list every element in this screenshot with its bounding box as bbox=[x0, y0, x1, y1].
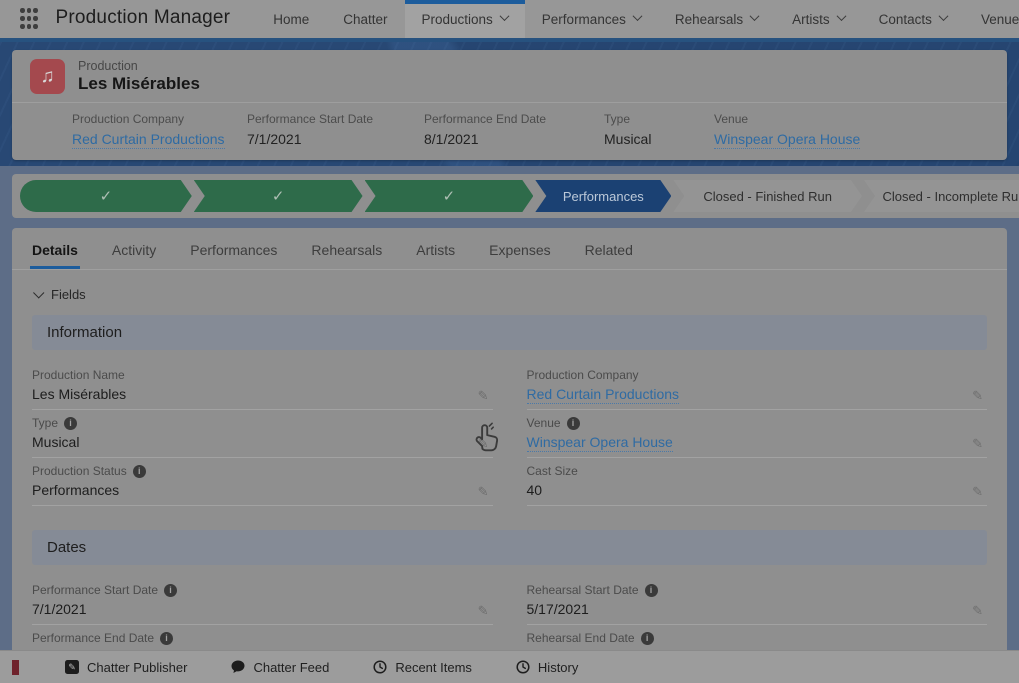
record-entity-label: Production bbox=[78, 59, 138, 73]
field-performance-start-date: Performance Start Date i 7/1/2021 ✎ bbox=[32, 577, 493, 625]
record-header-band: ♫ Production Les Misérables Production C… bbox=[0, 38, 1019, 166]
clock-icon bbox=[516, 660, 530, 674]
info-icon[interactable]: i bbox=[132, 464, 146, 478]
info-icon[interactable]: i bbox=[164, 583, 178, 597]
tab-related[interactable]: Related bbox=[584, 242, 633, 258]
check-icon: ✓ bbox=[442, 188, 456, 205]
app-name: Production Manager bbox=[55, 7, 231, 28]
path-track: ✓ ✓ ✓ Performances Closed - Finished Run… bbox=[20, 180, 1019, 212]
venue-link[interactable]: Winspear Opera House bbox=[526, 434, 673, 452]
pencil-square-icon: ✎ bbox=[65, 660, 79, 674]
app-launcher-icon[interactable] bbox=[20, 8, 38, 30]
info-icon[interactable]: i bbox=[644, 583, 658, 597]
utility-recent-items[interactable]: Recent Items bbox=[373, 660, 472, 675]
utility-history[interactable]: History bbox=[516, 660, 578, 675]
highlights-panel: Production Company Red Curtain Productio… bbox=[12, 102, 1007, 149]
highlight-type: Type Musical bbox=[604, 112, 652, 147]
field-venue: Venue i Winspear Opera House ✎ bbox=[526, 410, 987, 458]
chevron-down-icon[interactable] bbox=[499, 11, 510, 22]
record-highlights-card: ♫ Production Les Misérables Production C… bbox=[12, 50, 1007, 160]
tab-rehearsals[interactable]: Rehearsals bbox=[311, 242, 383, 258]
info-icon[interactable]: i bbox=[64, 416, 78, 430]
fields-accordion-toggle[interactable]: Fields bbox=[33, 286, 985, 302]
clock-icon bbox=[373, 660, 387, 674]
edit-pencil-icon[interactable]: ✎ bbox=[972, 388, 983, 403]
section-header-information[interactable]: Information bbox=[32, 315, 987, 350]
utility-chatter-feed[interactable]: Chatter Feed bbox=[231, 660, 329, 675]
path-stage-closed-finished-run[interactable]: Closed - Finished Run bbox=[673, 180, 862, 212]
tab-expenses[interactable]: Expenses bbox=[489, 242, 551, 258]
edit-pencil-icon[interactable]: ✎ bbox=[477, 436, 489, 451]
nav-tab-productions[interactable]: Productions bbox=[404, 0, 525, 38]
edit-pencil-icon[interactable]: ✎ bbox=[972, 436, 983, 451]
field-cast-size: Cast Size 40 ✎ bbox=[526, 458, 987, 506]
path-stage-performances[interactable]: Performances bbox=[535, 180, 671, 212]
highlight-performance-start-date: Performance Start Date 7/1/2021 bbox=[247, 112, 374, 147]
chevron-down-icon bbox=[33, 286, 45, 299]
sales-path-card: ✓ ✓ ✓ Performances Closed - Finished Run… bbox=[12, 174, 1019, 218]
chevron-down-icon[interactable] bbox=[749, 11, 760, 22]
highlight-venue: Venue Winspear Opera House bbox=[714, 112, 861, 149]
record-detail-card: Details Activity Performances Rehearsals… bbox=[12, 228, 1007, 683]
edit-pencil-icon[interactable]: ✎ bbox=[477, 388, 489, 403]
tab-activity[interactable]: Activity bbox=[111, 242, 157, 258]
venue-link[interactable]: Winspear Opera House bbox=[714, 131, 861, 149]
field-rehearsal-start-date: Rehearsal Start Date i 5/17/2021 ✎ bbox=[526, 577, 987, 625]
tab-performances[interactable]: Performances bbox=[190, 242, 278, 258]
check-icon: ✓ bbox=[99, 188, 113, 205]
info-icon[interactable]: i bbox=[640, 631, 654, 645]
nav-tabs: Home Chatter Productions Performances Re… bbox=[256, 0, 1019, 38]
nav-tab-rehearsals[interactable]: Rehearsals bbox=[658, 0, 775, 38]
field-production-company: Production Company Red Curtain Productio… bbox=[526, 362, 987, 410]
nav-tab-chatter[interactable]: Chatter bbox=[343, 11, 388, 27]
path-stage-complete-1[interactable]: ✓ bbox=[20, 180, 192, 212]
production-company-link[interactable]: Red Curtain Productions bbox=[526, 386, 680, 404]
global-navigation-bar: Production Manager Home Chatter Producti… bbox=[0, 0, 1019, 38]
edit-pencil-icon[interactable]: ✎ bbox=[972, 484, 983, 499]
chevron-down-icon[interactable] bbox=[938, 11, 949, 22]
path-stage-complete-3[interactable]: ✓ bbox=[365, 180, 534, 212]
utility-bar: ✎ Chatter Publisher Chatter Feed Recent … bbox=[0, 650, 1019, 683]
nav-tab-performances[interactable]: Performances bbox=[525, 0, 658, 38]
nav-tab-home[interactable]: Home bbox=[273, 11, 310, 27]
field-production-status: Production Status i Performances ✎ bbox=[32, 458, 493, 506]
highlight-production-company: Production Company Red Curtain Productio… bbox=[72, 112, 225, 149]
tab-details[interactable]: Details bbox=[30, 228, 80, 269]
field-production-name: Production Name Les Misérables ✎ bbox=[32, 362, 493, 410]
highlight-performance-end-date: Performance End Date 8/1/2021 bbox=[424, 112, 547, 147]
information-field-grid: Production Name Les Misérables ✎ Product… bbox=[32, 362, 987, 506]
path-stage-closed-incomplete-run[interactable]: Closed - Incomplete Run bbox=[864, 180, 1019, 212]
info-icon[interactable]: i bbox=[566, 416, 580, 430]
info-icon[interactable]: i bbox=[160, 631, 174, 645]
chat-bubble-icon bbox=[231, 660, 245, 673]
nav-tab-venues[interactable]: Venues bbox=[980, 11, 1019, 27]
production-company-link[interactable]: Red Curtain Productions bbox=[72, 131, 225, 149]
check-icon: ✓ bbox=[271, 188, 285, 205]
edit-pencil-icon[interactable]: ✎ bbox=[972, 603, 983, 618]
tab-artists[interactable]: Artists bbox=[416, 242, 456, 258]
production-music-note-icon: ♫ bbox=[30, 59, 65, 94]
path-stage-complete-2[interactable]: ✓ bbox=[194, 180, 363, 212]
record-tab-row: Details Activity Performances Rehearsals… bbox=[12, 228, 1007, 270]
record-title: Les Misérables bbox=[78, 74, 200, 93]
nav-tab-contacts[interactable]: Contacts bbox=[862, 0, 964, 38]
edit-pencil-icon[interactable]: ✎ bbox=[477, 484, 489, 499]
field-type: Type i Musical ✎ bbox=[32, 410, 493, 458]
edit-pencil-icon[interactable]: ✎ bbox=[477, 603, 489, 618]
section-header-dates[interactable]: Dates bbox=[32, 530, 987, 565]
chevron-down-icon[interactable] bbox=[632, 11, 643, 22]
nav-tab-artists[interactable]: Artists bbox=[775, 0, 862, 38]
edge-accent bbox=[12, 659, 19, 675]
record-title-row: ♫ Production Les Misérables bbox=[12, 50, 1007, 102]
utility-chatter-publisher[interactable]: ✎ Chatter Publisher bbox=[65, 660, 187, 675]
chevron-down-icon[interactable] bbox=[836, 11, 847, 22]
